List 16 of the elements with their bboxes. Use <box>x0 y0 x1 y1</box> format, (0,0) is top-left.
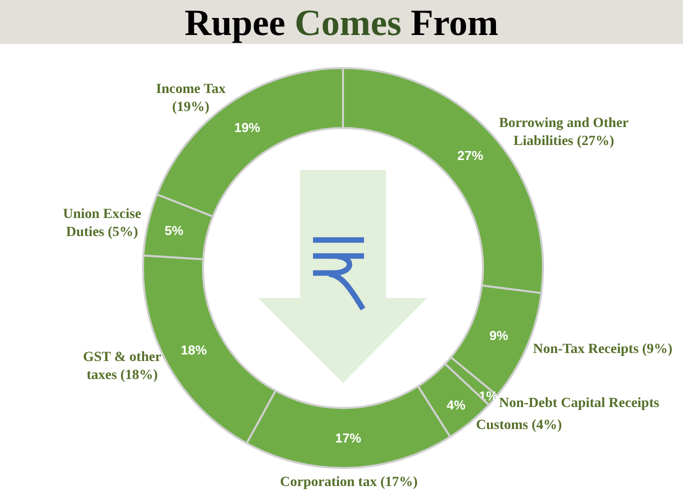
data-label: 19% <box>234 120 261 135</box>
slice-label: Income Tax (19%) <box>156 82 226 116</box>
data-label: 9% <box>489 328 509 344</box>
data-label: 5% <box>164 222 184 238</box>
chart-title: Rupee Comes From <box>184 2 499 44</box>
slice-label: Corporation tax (17%) <box>280 475 418 490</box>
data-label: 27% <box>457 148 484 164</box>
slice-label: Non-Debt Capital Receipts <box>499 396 660 411</box>
slice-label: Union Excise Duties (5%) <box>63 207 142 240</box>
slice-label: GST & other taxes (18%) <box>83 350 162 384</box>
slice-label: Borrowing and Other Liabilities (27%) <box>499 116 629 150</box>
slice-label: Customs (4%) <box>476 418 562 433</box>
data-label: 18% <box>180 342 208 358</box>
slice-label: Non-Tax Receipts (9%) <box>533 342 673 357</box>
data-label: 4% <box>446 397 466 412</box>
data-label: 17% <box>335 430 362 446</box>
